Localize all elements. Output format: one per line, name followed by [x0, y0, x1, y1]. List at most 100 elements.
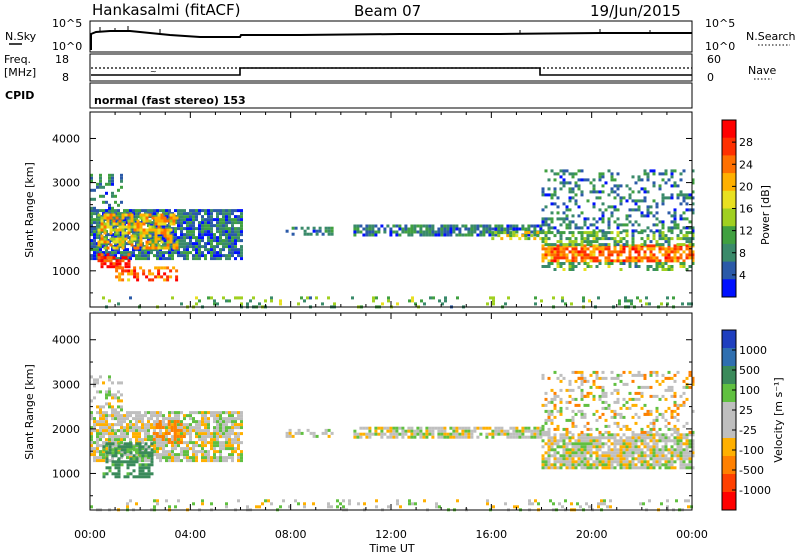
cell-12: [129, 296, 132, 300]
cell-0: [225, 254, 228, 258]
cell-7: [547, 427, 551, 431]
cell-0: [132, 423, 135, 427]
cell-1: [142, 231, 146, 235]
cell-0: [180, 233, 183, 237]
cell-6: [640, 454, 644, 458]
cell-6: [589, 433, 593, 437]
cell-0: [135, 435, 138, 439]
cell-8: [634, 259, 638, 263]
cell-7: [530, 234, 534, 238]
cell-0: [183, 227, 186, 231]
cell-0: [207, 251, 210, 255]
cell-6: [467, 227, 471, 231]
cell-3: [163, 278, 167, 282]
cell-8: [598, 385, 602, 389]
cell-0: [90, 221, 93, 225]
cell-0: [147, 456, 150, 460]
cell-0: [171, 423, 174, 427]
cell-5: [306, 226, 310, 230]
cell-10: [568, 220, 572, 224]
cell-5: [518, 429, 522, 433]
cell-12: [387, 299, 390, 303]
cell-6: [449, 227, 453, 231]
cell-6: [595, 445, 599, 449]
cell-0: [138, 426, 141, 430]
cell-3: [108, 405, 111, 409]
cell-0: [168, 257, 171, 261]
nsky-panel: N.Sky 10^5 10^0 10^5 10^0 N.Search: [5, 17, 796, 53]
cell-1: [142, 213, 146, 217]
cell-6: [541, 457, 545, 461]
cell-0: [189, 414, 192, 418]
cell-7: [509, 234, 513, 238]
cell-6: [589, 439, 593, 443]
cell-7: [503, 231, 507, 235]
cell-3: [105, 396, 108, 400]
cell-11: [607, 265, 611, 268]
cell-5: [416, 429, 420, 433]
cell-6: [580, 433, 584, 437]
cell-0: [147, 420, 150, 424]
cell-9: [682, 243, 686, 247]
cell-6: [601, 436, 605, 440]
cell-1: [138, 472, 142, 476]
cell-8: [574, 250, 578, 254]
cell-0: [90, 230, 93, 234]
cell-0: [144, 423, 147, 427]
cell-1: [139, 216, 143, 220]
cell-10: [571, 190, 575, 194]
cell-9: [631, 237, 635, 241]
cell-10: [574, 184, 578, 188]
cell-9: [640, 243, 644, 247]
cell-6: [359, 224, 363, 228]
cell-0: [201, 209, 204, 213]
cell-6: [568, 454, 572, 458]
cell-0: [102, 251, 105, 255]
cell-7: [536, 231, 540, 235]
cell-7: [595, 373, 599, 377]
cell-1: [163, 234, 167, 238]
cell-0: [225, 447, 228, 451]
cell-0: [156, 417, 159, 421]
cell-7: [610, 370, 614, 374]
cell-10: [649, 211, 653, 215]
cell-12: [618, 299, 621, 303]
cell-6: [643, 433, 647, 437]
cell-0: [159, 444, 162, 448]
cell-0: [180, 251, 183, 255]
cell-7: [628, 406, 632, 410]
cell-9: [414, 502, 417, 506]
cell-6: [607, 454, 611, 458]
cell-0: [150, 435, 153, 439]
cell-0: [198, 411, 201, 415]
cell-9: [504, 502, 507, 506]
cell-1: [115, 228, 119, 232]
cell-6: [655, 439, 659, 443]
cell-9: [576, 502, 579, 506]
cell-0: [159, 447, 162, 451]
cell-0: [138, 429, 141, 433]
cell-7: [616, 421, 620, 425]
cell-6: [592, 466, 596, 470]
cell-6: [515, 224, 519, 228]
cell-8: [616, 256, 620, 260]
cell-8: [685, 244, 689, 248]
cell-7: [634, 397, 638, 401]
cell-0: [231, 432, 234, 436]
cell-9: [547, 231, 551, 235]
cell-9: [661, 234, 665, 238]
cell-9: [549, 499, 552, 503]
cell-9: [667, 243, 671, 247]
cell-10: [646, 211, 650, 215]
cell-0: [147, 221, 150, 225]
cell-0: [210, 242, 213, 246]
cell-8: [577, 403, 581, 407]
cell-10: [631, 208, 635, 212]
cell-0: [96, 459, 99, 463]
cell-0: [99, 420, 102, 424]
cell-7: [598, 376, 602, 380]
cell-7: [580, 391, 584, 395]
cell-0: [213, 450, 216, 454]
cell-0: [93, 236, 96, 240]
cell-0: [171, 444, 174, 448]
